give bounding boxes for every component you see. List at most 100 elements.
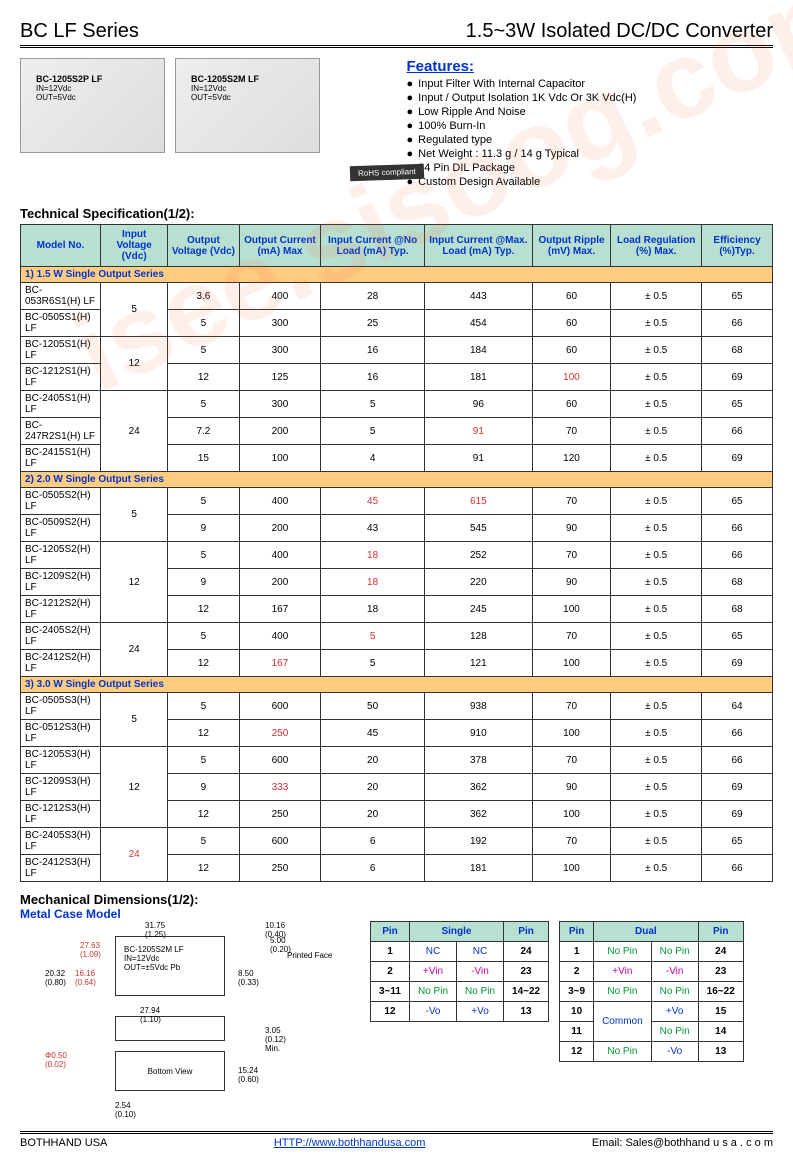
spec-cell: 400 xyxy=(239,488,321,515)
spec-cell: 125 xyxy=(239,364,321,391)
spec-cell: 100 xyxy=(532,364,610,391)
spec-cell: 5 xyxy=(168,828,239,855)
spec-cell: 181 xyxy=(424,364,532,391)
spec-cell: ± 0.5 xyxy=(611,720,702,747)
spec-cell: 454 xyxy=(424,310,532,337)
spec-row: BC-2405S2(H) LF245400512870± 0.565 xyxy=(21,623,773,650)
spec-cell: 245 xyxy=(424,596,532,623)
feature-item: Net Weight : 11.3 g / 14 g Typical xyxy=(407,147,774,161)
spec-cell: 16 xyxy=(321,364,425,391)
spec-cell: 5 xyxy=(321,623,425,650)
section-header: 1) 1.5 W Single Output Series xyxy=(21,267,773,283)
spec-cell: BC-1205S3(H) LF xyxy=(21,747,101,774)
product-image-2: BC-1205S2M LF IN=12Vdc OUT=5Vdc xyxy=(175,58,320,153)
spec-row: BC-053R6S1(H) LF53.64002844360± 0.565 xyxy=(21,283,773,310)
spec-cell: 66 xyxy=(702,310,773,337)
spec-cell: 362 xyxy=(424,774,532,801)
spec-cell: 70 xyxy=(532,693,610,720)
spec-cell: 5 xyxy=(101,283,168,337)
spec-cell: 20 xyxy=(321,747,425,774)
spec-cell: 12 xyxy=(101,747,168,828)
spec-cell: BC-2415S1(H) LF xyxy=(21,445,101,472)
header: BC LF Series 1.5~3W Isolated DC/DC Conve… xyxy=(20,20,773,48)
footer-email: Email: Sales@bothhand u s a . c o m xyxy=(592,1137,773,1149)
spec-cell: ± 0.5 xyxy=(611,774,702,801)
spec-cell: 69 xyxy=(702,774,773,801)
pin-row: 2+Vin-Vin23 xyxy=(560,962,744,982)
spec-cell: ± 0.5 xyxy=(611,488,702,515)
spec-cell: 66 xyxy=(702,515,773,542)
footer-url[interactable]: HTTP://www.bothhandusa.com xyxy=(274,1137,426,1149)
spec-cell: 90 xyxy=(532,515,610,542)
spec-cell: 15 xyxy=(168,445,239,472)
spec-cell: 66 xyxy=(702,542,773,569)
pin-row: 1NCNC24 xyxy=(371,942,549,962)
spec-cell: ± 0.5 xyxy=(611,542,702,569)
spec-cell: BC-1212S2(H) LF xyxy=(21,596,101,623)
spec-cell: 16 xyxy=(321,337,425,364)
spec-cell: 600 xyxy=(239,828,321,855)
spec-cell: BC-1212S3(H) LF xyxy=(21,801,101,828)
spec-cell: 100 xyxy=(532,720,610,747)
spec-cell: 12 xyxy=(168,801,239,828)
spec-cell: 5 xyxy=(168,747,239,774)
spec-header: Output Ripple (mV) Max. xyxy=(532,225,610,267)
spec-cell: 545 xyxy=(424,515,532,542)
spec-cell: 250 xyxy=(239,720,321,747)
spec-cell: BC-0505S2(H) LF xyxy=(21,488,101,515)
spec-cell: 69 xyxy=(702,364,773,391)
spec-cell: BC-0505S3(H) LF xyxy=(21,693,101,720)
spec-cell: ± 0.5 xyxy=(611,650,702,677)
spec-cell: ± 0.5 xyxy=(611,310,702,337)
spec-cell: 5 xyxy=(168,391,239,418)
spec-cell: 5 xyxy=(168,542,239,569)
spec-cell: 12 xyxy=(101,542,168,623)
drawing-bottom-box: Bottom View xyxy=(115,1051,225,1091)
spec-cell: 20 xyxy=(321,774,425,801)
dim-d7: 2.54 (0.10) xyxy=(115,1101,136,1119)
spec-cell: BC-1212S1(H) LF xyxy=(21,364,101,391)
feature-item: Input Filter With Internal Capacitor xyxy=(407,77,774,91)
spec-cell: BC-1205S1(H) LF xyxy=(21,337,101,364)
dim-d5: 27.94 (1.10) xyxy=(140,1006,161,1024)
pin-single-table: PinSinglePin1NCNC242+Vin-Vin233~11No Pin… xyxy=(370,921,549,1022)
spec-cell: 70 xyxy=(532,747,610,774)
spec-cell: 12 xyxy=(168,364,239,391)
spec-cell: 5 xyxy=(168,337,239,364)
spec-cell: BC-1209S3(H) LF xyxy=(21,774,101,801)
img2-model: BC-1205S2M LF xyxy=(191,74,304,84)
spec-cell: 5 xyxy=(321,418,425,445)
spec-cell: 12 xyxy=(168,650,239,677)
feature-item: Custom Design Available xyxy=(407,175,774,189)
spec-cell: BC-2405S3(H) LF xyxy=(21,828,101,855)
spec-cell: 5 xyxy=(321,650,425,677)
rohs-badge: RoHS compliant xyxy=(350,164,424,182)
spec-cell: 400 xyxy=(239,283,321,310)
spec-cell: BC-2405S1(H) LF xyxy=(21,391,101,418)
spec-header: Output Voltage (Vdc) xyxy=(168,225,239,267)
spec-cell: 90 xyxy=(532,569,610,596)
spec-cell: 12 xyxy=(168,855,239,882)
spec-cell: 200 xyxy=(239,569,321,596)
spec-cell: 18 xyxy=(321,569,425,596)
spec-cell: 70 xyxy=(532,542,610,569)
spec-row: BC-2405S3(H) LF245600619270± 0.565 xyxy=(21,828,773,855)
spec-cell: 400 xyxy=(239,542,321,569)
footer-company: BOTHHAND USA xyxy=(20,1137,107,1149)
spec-cell: 9 xyxy=(168,569,239,596)
spec-cell: 25 xyxy=(321,310,425,337)
spec-cell: 181 xyxy=(424,855,532,882)
spec-cell: 333 xyxy=(239,774,321,801)
spec-cell: 100 xyxy=(239,445,321,472)
spec-cell: 300 xyxy=(239,337,321,364)
spec-cell: 910 xyxy=(424,720,532,747)
feature-item: 24 Pin DIL Package xyxy=(407,161,774,175)
spec-cell: 5 xyxy=(168,693,239,720)
spec-cell: 69 xyxy=(702,801,773,828)
spec-cell: BC-247R2S1(H) LF xyxy=(21,418,101,445)
spec-cell: 60 xyxy=(532,283,610,310)
spec-header: Input Current @No Load (mA) Typ. xyxy=(321,225,425,267)
spec-header: Input Voltage (Vdc) xyxy=(101,225,168,267)
dim-d3: 20.32 (0.80) xyxy=(45,969,66,987)
spec-cell: 120 xyxy=(532,445,610,472)
